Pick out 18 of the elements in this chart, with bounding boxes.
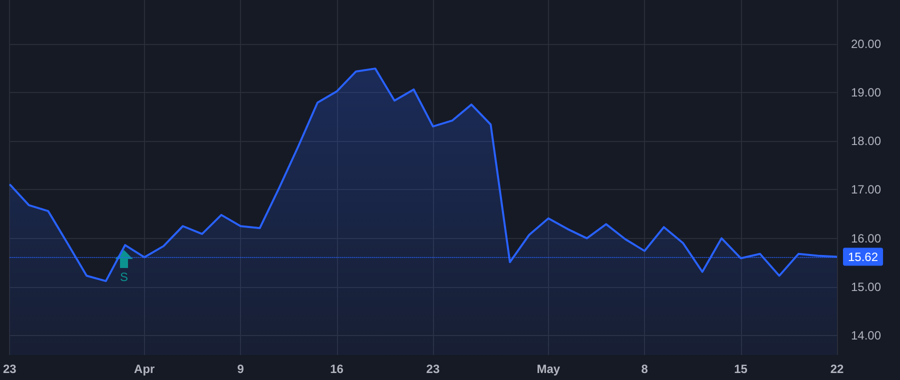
annotation: S [120,270,128,284]
x-tick-label: 22 [830,362,844,376]
y-tick-label: 18.00 [851,134,882,148]
x-tick-label: 23 [2,362,17,376]
y-tick-label: 20.00 [851,36,882,51]
x-tick-label: 15 [734,362,748,376]
y-tick-label: 19.00 [851,85,882,100]
y-tick-label: 17.00 [851,182,882,197]
y-tick-label: 15.00 [851,280,882,294]
y-tick-label: 14.00 [851,328,882,343]
x-tick-label: Apr [134,362,156,376]
x-tick-label: May [536,362,560,376]
y-tick-label: 16.00 [851,231,882,246]
x-tick-label: 16 [330,362,344,376]
x-tick-label: 8 [641,362,648,376]
x-tick-label: 23 [426,362,440,376]
x-tick-label: 9 [237,362,244,376]
ref-line-label: 15.62 [848,250,878,264]
